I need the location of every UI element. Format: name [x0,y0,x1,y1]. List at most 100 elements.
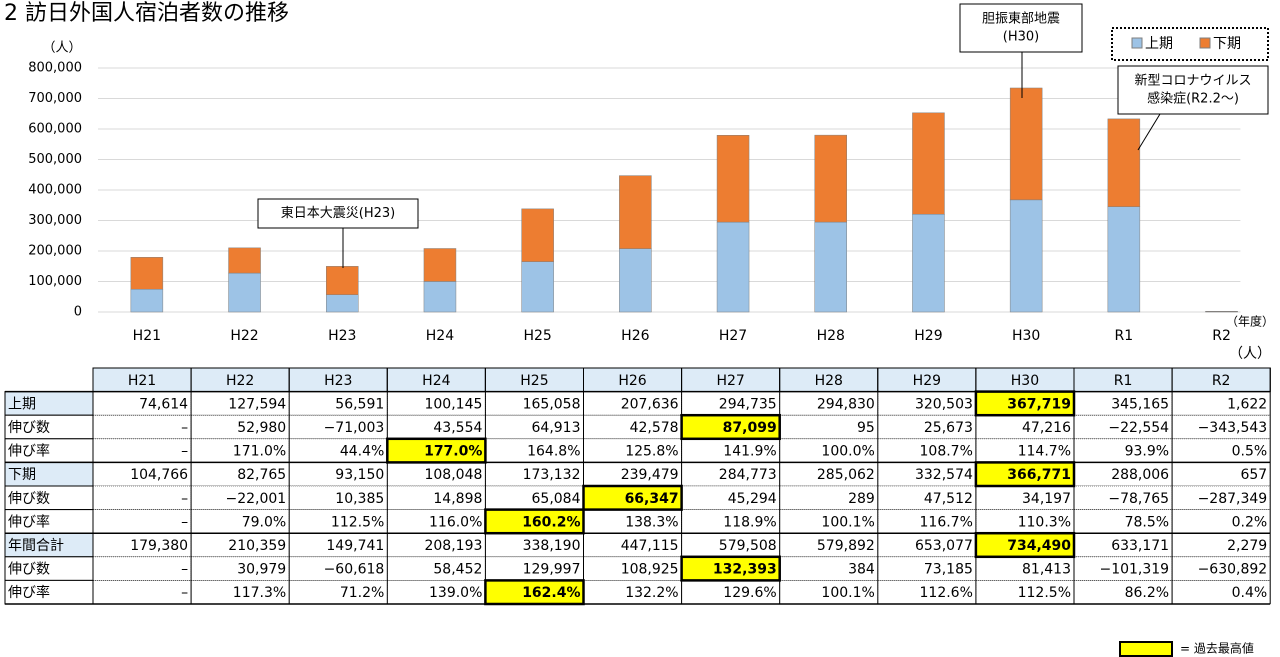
legend-label: 上期 [1145,36,1173,52]
table-cell [1171,556,1271,581]
x-tick-label: H24 [426,328,454,344]
row-label: 上期 [8,396,36,412]
table-cell [92,414,192,440]
y-tick-label: 800,000 [28,61,82,76]
table-unit: （人） [1229,346,1271,362]
cell-value: 208,193 [424,538,482,554]
cell-value: −101,319 [1099,562,1169,578]
cell-value: −630,892 [1198,562,1268,578]
cell-value: 47,216 [1022,420,1071,436]
row-label: 伸び率 [8,584,50,601]
cell-value: 384 [848,562,875,578]
cell-value: 45,294 [728,491,777,507]
bar-segment [814,221,847,313]
table-cell [288,556,388,581]
cell-value: 734,490 [1007,538,1071,554]
y-tick-label: 100,000 [28,274,82,289]
header-label: H30 [1011,373,1039,389]
cell-value: – [181,585,188,601]
bar-segment [423,281,457,313]
cell-value: 117.3% [233,585,286,601]
cell-value: 108,925 [621,562,679,578]
table-cell [190,556,290,581]
table-cell [92,556,192,581]
bar-segment [130,288,164,313]
bar-segment [130,257,164,290]
x-tick-label: R2 [1212,328,1231,344]
header-label: H27 [716,373,744,389]
highlight-swatch [1119,641,1173,657]
x-tick-label: R1 [1115,328,1134,344]
y-tick-label: 200,000 [28,244,82,259]
x-tick-label: H25 [523,328,551,344]
cell-value: 366,771 [1007,467,1071,483]
cell-value: 110.3% [1018,514,1071,530]
cell-value: 95 [857,420,875,436]
table-cell [92,438,192,463]
row-label: 年間合計 [8,538,64,554]
cell-value: 332,574 [915,467,973,483]
cell-value: 653,077 [915,538,973,554]
cell-value: 100.1% [821,585,874,601]
x-tick-label: H21 [133,328,161,344]
cell-value: 56,591 [335,396,384,412]
header-label: H29 [913,373,941,389]
table-cell [975,556,1075,581]
annotation-text: 胆振東部地震 [982,11,1060,27]
cell-value: 284,773 [719,467,777,483]
cell-value: 14,898 [433,491,482,507]
bar-segment [326,266,359,295]
bar-segment [1009,87,1043,201]
header-label: H26 [618,373,646,389]
cell-value: −22,001 [225,491,286,507]
bar-segment [1009,199,1043,313]
cell-value: 112.6% [920,585,973,601]
x-tick-label: H29 [914,328,942,344]
bar-segment [814,134,847,223]
table-cell [877,556,977,581]
cell-value: 579,508 [719,538,777,554]
y-tick-label: 0 [74,305,82,320]
bar-segment [619,248,652,313]
cell-value: 81,413 [1022,562,1071,578]
cell-value: 93,150 [335,467,384,483]
bar-segment [1107,118,1141,207]
bar-segment [912,213,945,313]
cell-value: 93.9% [1125,444,1169,460]
cell-value: 66,347 [625,491,679,507]
bar-segment [716,221,750,313]
cell-value: 52,980 [237,420,286,436]
cell-value: 294,830 [817,396,875,412]
cell-value: – [181,444,188,460]
table-cell [583,556,682,581]
x-tick-label: H26 [621,328,649,344]
cell-value: 2,279 [1227,538,1267,554]
cell-value: 320,503 [915,396,973,412]
annotation-text: 感染症(R2.2〜) [1147,91,1239,107]
cell-value: 47,512 [924,491,973,507]
cell-value: 73,185 [924,562,973,578]
cell-value: 0.5% [1232,444,1268,460]
cell-value: 171.0% [233,444,286,460]
cell-value: 112.5% [1018,585,1071,601]
cell-value: 294,735 [719,396,777,412]
cell-value: 86.2% [1125,585,1169,601]
y-tick-label: 300,000 [28,213,82,228]
cell-value: 1,622 [1227,396,1267,412]
row-label: 伸び数 [8,420,50,436]
annotation-text: 新型コロナウイルス [1134,73,1251,89]
cell-value: 44.4% [340,444,384,460]
table-cell [779,556,879,581]
row-label: 伸び率 [8,513,50,530]
cell-value: −343,543 [1198,420,1268,436]
cell-value: 116.0% [429,514,482,530]
x-tick-label: H30 [1012,328,1040,344]
header-label: H22 [226,373,254,389]
row-label: 下期 [8,467,36,483]
legend-label: 下期 [1213,36,1241,52]
cell-value: – [181,562,188,578]
cell-value: 100,145 [424,396,482,412]
cell-value: 179,380 [130,538,188,554]
x-label: （年度） [1226,314,1274,329]
